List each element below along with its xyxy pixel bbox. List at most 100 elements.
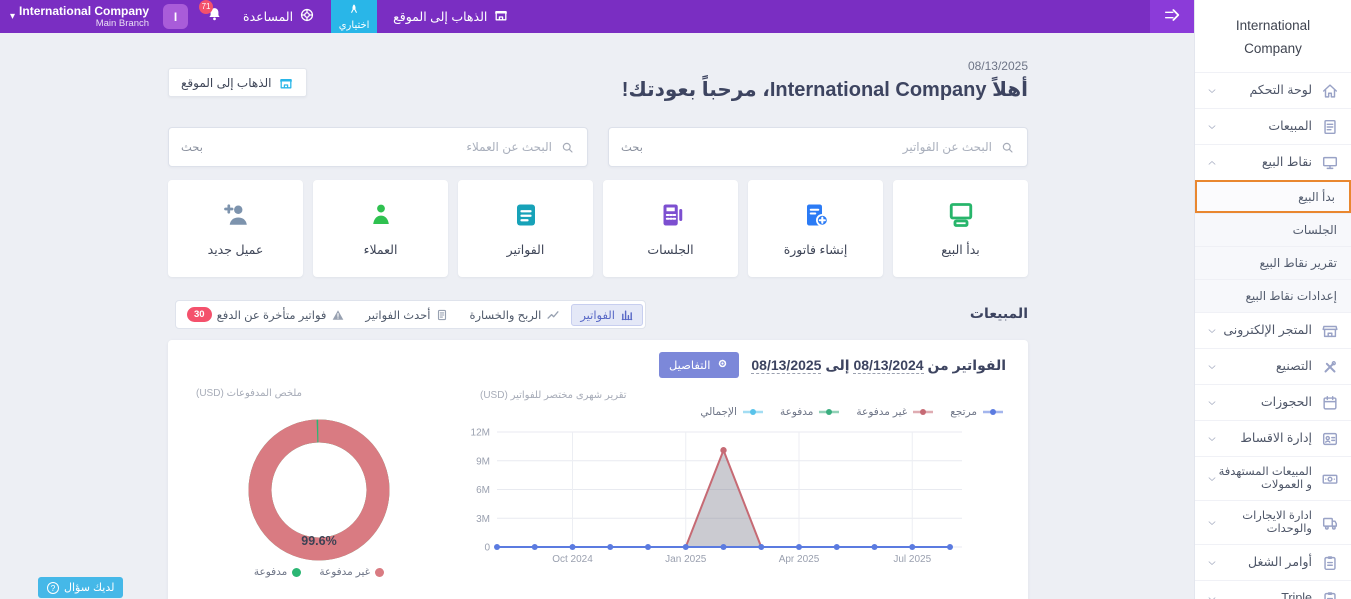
chevron-down-icon	[1207, 518, 1217, 528]
arrow-right-icon	[1163, 6, 1181, 27]
sales-tab[interactable]: أحدث الفواتير	[356, 304, 458, 326]
donut-chart-title: (USD) ملخص المدفوعات	[196, 388, 302, 399]
chevron-down-icon	[1207, 122, 1217, 132]
svg-text:0: 0	[484, 543, 490, 554]
customer-search-submit[interactable]: بحث	[181, 142, 203, 154]
customer-plus-icon	[221, 200, 251, 230]
question-icon: ?	[47, 581, 59, 594]
pos-monitor-icon	[1321, 154, 1339, 172]
donut-legend-item[interactable]: مدفوعة	[254, 566, 302, 578]
topbar: ▾ International Company Main Branch I 71…	[0, 0, 1194, 33]
sales-tabs: الفواتير الربح والخسارة أحدث الفواتير فواتي…	[175, 300, 646, 329]
svg-text:9M: 9M	[476, 456, 490, 467]
invoice-search-box: بحث	[608, 127, 1028, 167]
chart-card-title: الفواتير من 08/13/2024 إلى 08/13/2025	[751, 356, 1006, 374]
quick-action-label: الجلسات	[647, 243, 694, 257]
sidebar-item[interactable]: الحجوزات	[1195, 384, 1351, 420]
sidebar-item[interactable]: المبيعات المستهدفة و العمولات	[1195, 456, 1351, 500]
id-card-icon	[1321, 430, 1339, 448]
storefront-icon	[278, 75, 294, 91]
sidebar-item[interactable]: إدارة الاقساط	[1195, 420, 1351, 456]
life-ring-icon	[299, 7, 315, 26]
sidebar-subitem[interactable]: تقرير نقاط البيع	[1195, 246, 1351, 279]
trial-label: اختياري	[338, 19, 370, 31]
sidebar-item-label: أوامر الشغل	[1248, 555, 1312, 569]
line-legend-item[interactable]: مرتجع	[950, 406, 1004, 418]
branch-name: Main Branch	[95, 17, 150, 29]
quick-action-label: الفواتير	[506, 243, 545, 257]
quick-action-card[interactable]: بدأ البيع	[893, 180, 1028, 277]
help-button[interactable]: المساعدة	[243, 7, 315, 26]
sidebar-item[interactable]: المبيعات	[1195, 108, 1351, 144]
chevron-down-icon	[1207, 398, 1217, 408]
clipboard-icon	[1321, 590, 1339, 599]
details-button[interactable]: التفاصيل	[658, 352, 740, 378]
sidebar-item[interactable]: Triple	[1195, 580, 1351, 599]
home-icon	[1321, 82, 1339, 100]
chevron-down-icon	[1207, 326, 1217, 336]
sidebar-subitem[interactable]: بدأ البيع	[1195, 180, 1351, 213]
sidebar-item-label: لوحة التحكم	[1249, 83, 1312, 97]
date-to[interactable]: 08/13/2025	[751, 356, 822, 374]
trial-button[interactable]: اختياري	[331, 0, 378, 33]
page-title: أهلاً International Company، مرحباً بعود…	[621, 79, 1028, 101]
line-legend-item[interactable]: الإجمالي	[700, 406, 764, 418]
date-from[interactable]: 08/13/2024	[853, 356, 924, 374]
sidebar-item[interactable]: أوامر الشغل	[1195, 544, 1351, 580]
quick-action-card[interactable]: الجلسات	[603, 180, 738, 277]
sales-heading: المبيعات	[969, 305, 1028, 321]
money-icon	[1321, 470, 1339, 488]
faq-button[interactable]: لديك سؤال ?	[38, 577, 124, 598]
quick-action-card[interactable]: عميل جديد	[168, 180, 303, 277]
warning-icon	[331, 308, 345, 322]
line-legend-item[interactable]: غير مدفوعة	[856, 406, 934, 418]
line-chart-legend: مرتجع غير مدفوعة مدفوعة الإجمالي	[700, 406, 1004, 418]
faq-label: لديك سؤال	[64, 582, 115, 594]
customer-search-input[interactable]	[210, 140, 552, 154]
company-switcher[interactable]: ▾ International Company Main Branch	[0, 4, 155, 29]
linechart-icon	[546, 308, 560, 322]
chevron-down-icon	[1207, 474, 1217, 484]
storefront-icon	[493, 7, 509, 26]
calendar-icon	[1321, 394, 1339, 412]
tools-icon	[1321, 358, 1339, 376]
sidebar-item[interactable]: المتجر الإلكترونى	[1195, 312, 1351, 348]
sales-tab[interactable]: فواتير متأخرة عن الدفع 30	[178, 303, 354, 326]
sidebar-subitem[interactable]: الجلسات	[1195, 213, 1351, 246]
sidebar-item[interactable]: لوحة التحكم	[1195, 72, 1351, 108]
sidebar-item-label: إدارة الاقساط	[1240, 431, 1312, 445]
invoice-icon	[511, 200, 541, 230]
gear-icon	[716, 357, 729, 373]
sidebar-subitem[interactable]: إعدادات نقاط البيع	[1195, 279, 1351, 312]
rocket-icon	[347, 3, 361, 20]
invoice-search-submit[interactable]: بحث	[621, 142, 643, 154]
payments-donut-chart	[239, 410, 399, 575]
sidebar: International Company لوحة التحكم المبيعا…	[1194, 0, 1351, 599]
invoice-search-input[interactable]	[650, 140, 992, 154]
quick-action-card[interactable]: الفواتير	[458, 180, 593, 277]
goto-site-button[interactable]: الذهاب إلى الموقع	[168, 68, 308, 97]
sidebar-item-label: ادارة الايجارات والوحدات	[1242, 509, 1312, 535]
avatar[interactable]: I	[163, 4, 189, 29]
quick-action-card[interactable]: العملاء	[313, 180, 448, 277]
line-legend-item[interactable]: مدفوعة	[780, 406, 840, 418]
sales-tab[interactable]: الفواتير	[571, 303, 643, 326]
svg-text:12M: 12M	[471, 428, 490, 439]
overdue-count-badge: 30	[187, 307, 212, 322]
invoices-list-icon	[1321, 118, 1339, 136]
sidebar-item[interactable]: ادارة الايجارات والوحدات	[1195, 500, 1351, 544]
search-icon	[1000, 140, 1015, 155]
donut-legend-item[interactable]: غير مدفوعة	[319, 566, 385, 578]
quick-action-card[interactable]: إنشاء فاتورة	[748, 180, 883, 277]
chevron-up-icon	[1207, 158, 1217, 168]
goto-site-topbar-button[interactable]: الذهاب إلى الموقع	[393, 7, 509, 26]
svg-text:Apr 2025: Apr 2025	[779, 554, 820, 565]
main-content: الذهاب إلى الموقع 08/13/2025 أهلاً Inter…	[0, 33, 1194, 599]
notifications-button[interactable]: 71	[199, 0, 223, 28]
sidebar-item[interactable]: التصنيع	[1195, 348, 1351, 384]
sidebar-toggle-button[interactable]	[1150, 0, 1194, 33]
quick-action-label: عميل جديد	[207, 243, 264, 257]
quick-actions-row: بدأ البيع إنشاء فاتورة الجلسات الفواتير العم…	[168, 180, 1028, 277]
sales-tab[interactable]: الربح والخسارة	[460, 304, 569, 326]
sidebar-item[interactable]: نقاط البيع	[1195, 144, 1351, 180]
